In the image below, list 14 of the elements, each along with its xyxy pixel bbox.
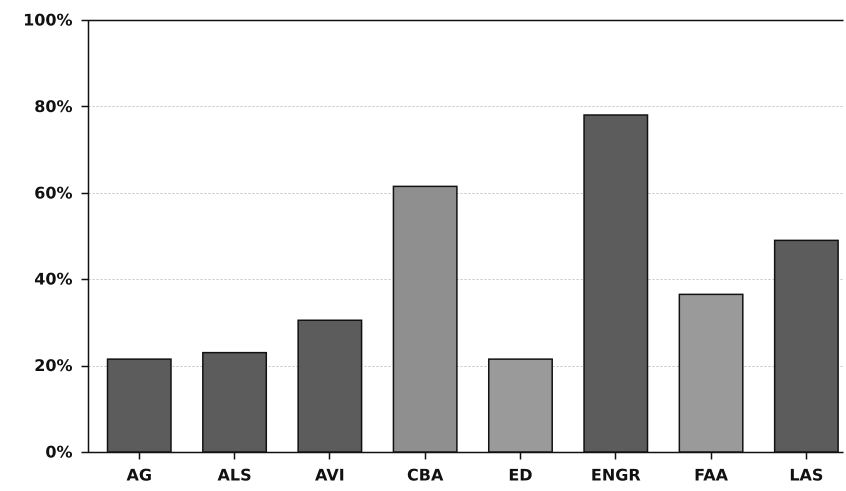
- y-tick-label: 0%: [45, 442, 72, 462]
- y-tick-label: 40%: [34, 270, 72, 289]
- x-tick-label: LAS: [789, 466, 824, 484]
- x-tick-label: ENGR: [590, 466, 641, 484]
- y-tick-label: 100%: [23, 10, 72, 30]
- y-tick-label: 60%: [34, 183, 72, 202]
- x-tick-label: ALS: [218, 466, 252, 484]
- x-tick-label: AVI: [315, 466, 345, 484]
- y-tick-label: 20%: [34, 356, 72, 376]
- x-tick-label: FAA: [694, 466, 729, 484]
- x-tick-label: CBA: [407, 466, 444, 484]
- x-tick-label: ED: [508, 466, 533, 484]
- y-tick-label: 80%: [34, 96, 72, 116]
- x-tick-label: AG: [126, 466, 152, 484]
